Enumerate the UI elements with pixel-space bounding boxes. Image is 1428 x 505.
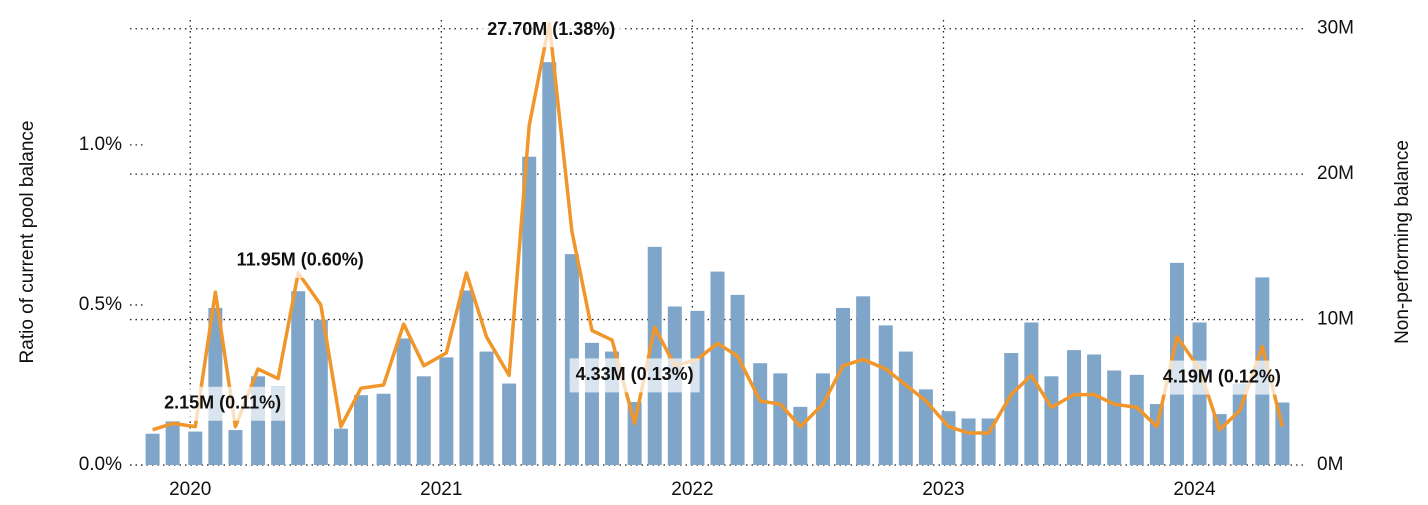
bar	[376, 393, 391, 465]
bar	[856, 296, 871, 465]
bar	[730, 294, 745, 465]
bar	[898, 351, 913, 465]
x-tick-label: 2021	[420, 479, 462, 500]
bar	[1004, 353, 1019, 465]
x-tick-label: 2024	[1173, 479, 1216, 500]
annotation: 2.15M (0.11%)	[164, 393, 281, 413]
bar	[773, 373, 788, 465]
y2-tick-label: 20M	[1317, 163, 1354, 184]
y-tick-label: 0.5%	[79, 294, 122, 315]
bar	[502, 383, 517, 465]
annotation: 4.19M (0.12%)	[1163, 366, 1281, 386]
annotation-box	[481, 13, 622, 48]
bar	[208, 307, 223, 465]
line	[152, 21, 1285, 435]
bar	[878, 325, 893, 465]
bar	[1149, 404, 1164, 465]
y2-tick-label: 30M	[1317, 18, 1354, 39]
bar	[228, 430, 243, 465]
bar	[542, 62, 557, 465]
bar	[145, 433, 160, 465]
bar	[836, 307, 851, 465]
bar	[416, 376, 431, 465]
x-tick-label: 2022	[671, 479, 713, 500]
bar	[188, 431, 203, 465]
bar	[165, 421, 180, 465]
bar	[1044, 376, 1059, 465]
annotation: 27.70M (1.38%)	[487, 19, 615, 39]
bar	[1024, 322, 1039, 465]
bar	[313, 319, 328, 465]
bar	[1067, 350, 1082, 465]
bar	[333, 428, 348, 465]
bar	[1107, 370, 1122, 465]
x-tick-label: 2023	[922, 479, 964, 500]
bar	[439, 357, 454, 465]
bar	[396, 338, 411, 465]
x-tick-label: 2020	[169, 479, 211, 500]
annotation-box	[158, 386, 288, 421]
y2-tick-label: 10M	[1317, 309, 1354, 330]
annotation-box	[1156, 360, 1287, 395]
bar	[479, 351, 494, 465]
y2-tick-label: 0M	[1317, 454, 1343, 475]
annotation: 4.33M (0.13%)	[576, 364, 694, 384]
bar	[815, 373, 830, 465]
annotation-box	[230, 243, 370, 278]
bar	[961, 418, 976, 465]
bar	[710, 271, 725, 465]
annotation: 11.95M (0.60%)	[237, 250, 364, 270]
bar	[522, 156, 537, 465]
y2-axis-label: Non-performing balance	[1392, 140, 1413, 344]
bar	[753, 363, 768, 465]
bar	[1087, 354, 1102, 465]
y-tick-label: 0.0%	[79, 454, 122, 475]
bar	[459, 290, 474, 465]
bar	[627, 402, 642, 465]
bar	[291, 291, 306, 465]
bar	[1129, 374, 1144, 465]
y-tick-label: 1.0%	[79, 134, 122, 155]
annotation-box	[569, 358, 700, 393]
bar	[1212, 414, 1227, 465]
bar	[918, 389, 933, 465]
bar	[353, 395, 368, 465]
bar	[793, 406, 808, 465]
y-axis-label: Ratio of current pool balance	[17, 121, 38, 364]
bar	[647, 246, 662, 465]
